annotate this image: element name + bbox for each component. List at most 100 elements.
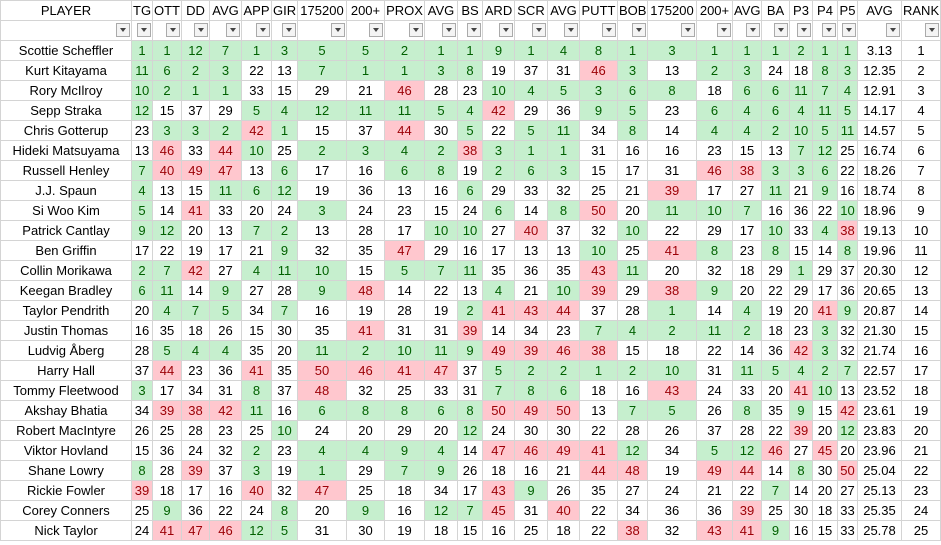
stat-cell: 7 — [209, 40, 242, 61]
stat-cell: 47 — [384, 240, 425, 261]
stat-cell: 17 — [209, 240, 242, 261]
stat-cell: 40 — [547, 500, 580, 521]
stat-cell: 29 — [761, 260, 790, 281]
filter-button[interactable] — [409, 23, 423, 37]
filter-button[interactable] — [822, 23, 836, 37]
filter-button[interactable] — [564, 23, 578, 37]
stat-cell: 9 — [812, 180, 838, 201]
filter-button[interactable] — [774, 23, 788, 37]
stat-cell: 7 — [152, 260, 182, 281]
filter-button[interactable] — [467, 23, 481, 37]
stat-cell: 22 — [482, 120, 515, 141]
stat-cell: 46 — [384, 80, 425, 101]
stat-cell: 20 — [812, 480, 838, 501]
stat-cell: 29 — [812, 260, 838, 281]
filter-button[interactable] — [499, 23, 513, 37]
filter-button[interactable] — [602, 23, 616, 37]
stat-cell: 49 — [181, 160, 210, 181]
stat-cell: 4 — [547, 40, 580, 61]
stat-cell: 1 — [901, 40, 941, 61]
stat-cell: 4 — [732, 100, 762, 121]
stat-cell: 16 — [384, 500, 425, 521]
stat-cell: 28 — [617, 300, 648, 321]
stat-cell: 5 — [384, 260, 425, 281]
stat-cell: 15 — [732, 140, 762, 161]
stat-cell: 8 — [789, 460, 813, 481]
stat-cell: 21 — [547, 460, 580, 481]
filter-button[interactable] — [717, 23, 731, 37]
stat-cell: 25.78 — [857, 520, 902, 541]
filter-button[interactable] — [746, 23, 760, 37]
filter-button[interactable] — [166, 23, 180, 37]
filter-button[interactable] — [116, 23, 130, 37]
filter-button[interactable] — [331, 23, 345, 37]
stat-cell: 2 — [789, 40, 813, 61]
stat-cell: 4 — [732, 120, 762, 141]
stat-cell: 11 — [241, 400, 272, 421]
stat-cell: 7 — [901, 160, 941, 181]
player-name: Justin Thomas — [0, 320, 132, 341]
filter-cell — [346, 20, 385, 41]
filter-button[interactable] — [681, 23, 695, 37]
stat-cell: 2 — [812, 360, 838, 381]
stat-cell: 8 — [732, 400, 762, 421]
stat-cell: 20 — [181, 220, 210, 241]
filter-button[interactable] — [194, 23, 208, 37]
stat-cell: 4 — [617, 320, 648, 341]
stat-cell: 18.26 — [857, 160, 902, 181]
stat-cell: 32 — [696, 260, 733, 281]
filter-button[interactable] — [137, 23, 151, 37]
filter-button[interactable] — [282, 23, 296, 37]
player-row: Shane Lowry 8 28 39 37 3 19 1 29 7 9 26 18 16 21 44 48 19… — [0, 460, 941, 481]
stat-cell: 28 — [346, 220, 385, 241]
stat-cell: 13 — [901, 280, 941, 301]
stat-cell: 42 — [482, 100, 515, 121]
filter-button[interactable] — [226, 23, 240, 37]
stat-cell: 5 — [647, 400, 697, 421]
stat-cell: 1 — [837, 40, 858, 61]
filter-button[interactable] — [886, 23, 900, 37]
stat-cell: 9 — [384, 440, 425, 461]
filter-button[interactable] — [256, 23, 270, 37]
stat-cell: 37 — [346, 120, 385, 141]
stat-cell: 17 — [384, 220, 425, 241]
stat-cell: 16 — [297, 300, 347, 321]
stat-cell: 5 — [271, 520, 298, 541]
stat-cell: 23 — [901, 480, 941, 501]
stat-cell: 19 — [384, 520, 425, 541]
stat-cell: 38 — [617, 520, 648, 541]
filter-button[interactable] — [532, 23, 546, 37]
stat-cell: 3 — [131, 380, 153, 401]
stat-cell: 42 — [789, 340, 813, 361]
stat-cell: 23.83 — [857, 420, 902, 441]
stat-cell: 10 — [812, 380, 838, 401]
player-row: Keegan Bradley 6 11 14 9 27 28 9 48 14 22 13 4 21 10 39… — [0, 280, 941, 301]
stat-cell: 22 — [812, 200, 838, 221]
stat-cell: 10 — [696, 200, 733, 221]
player-row: Chris Gotterup 23 3 3 2 42 1 15 37 44 30 5 22 5 11 34 8 1… — [0, 120, 941, 141]
stat-cell: 36 — [647, 500, 697, 521]
stat-cell: 6 — [514, 160, 548, 181]
stat-cell: 5 — [482, 360, 515, 381]
column-header: 175200 — [297, 0, 347, 21]
stat-cell: 9 — [271, 240, 298, 261]
filter-button[interactable] — [925, 23, 939, 37]
stat-cell: 14 — [696, 300, 733, 321]
stat-cell: 9 — [209, 280, 242, 301]
filter-button[interactable] — [369, 23, 383, 37]
stat-cell: 3 — [181, 120, 210, 141]
filter-button[interactable] — [442, 23, 456, 37]
stat-cell: 30 — [346, 520, 385, 541]
stat-cell: 30 — [271, 320, 298, 341]
filter-button[interactable] — [842, 23, 856, 37]
filter-cell — [579, 20, 618, 41]
stat-cell: 9 — [789, 400, 813, 421]
stat-cell: 25 — [152, 420, 182, 441]
stat-cell: 42 — [209, 400, 242, 421]
filter-button[interactable] — [797, 23, 811, 37]
player-name: Taylor Pendrith — [0, 300, 132, 321]
stat-cell: 23 — [181, 360, 210, 381]
stat-cell: 23.52 — [857, 380, 902, 401]
stat-cell: 38 — [647, 280, 697, 301]
filter-button[interactable] — [632, 23, 646, 37]
